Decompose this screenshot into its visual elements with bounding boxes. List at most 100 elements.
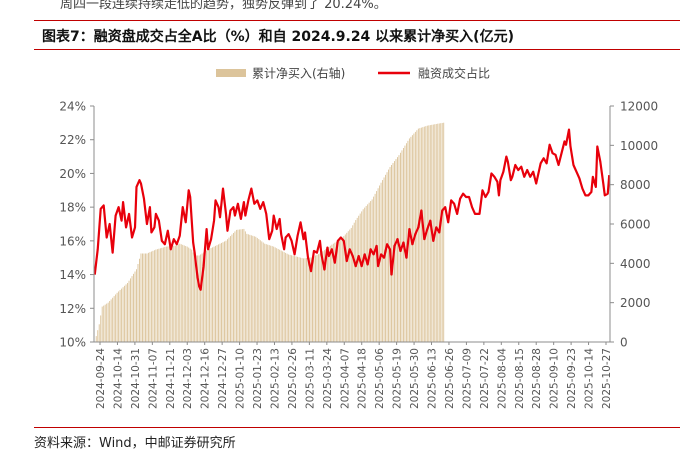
x-tick-label: 2025-05-30 [409, 348, 421, 409]
x-tick-label: 2024-12-16 [200, 348, 212, 409]
net-buy-bar [295, 256, 297, 342]
net-buy-bar [218, 244, 219, 342]
legend-line-label: 融资成交占比 [418, 66, 490, 81]
net-buy-bar [177, 244, 179, 342]
net-buy-bar [352, 225, 354, 342]
net-buy-bar [370, 201, 372, 342]
net-buy-bar [382, 180, 384, 342]
y-right-tick-label: 2000 [620, 296, 651, 310]
net-buy-bar [320, 252, 322, 342]
net-buy-bar [395, 159, 397, 342]
net-buy-bar [147, 252, 149, 342]
net-buy-bar [337, 240, 339, 342]
net-buy-bar [139, 258, 140, 342]
x-tick-label: 2025-03-11 [304, 348, 316, 409]
net-buy-bar [347, 231, 349, 342]
net-buy-bar [107, 302, 109, 342]
net-buy-bar [310, 257, 312, 342]
net-buy-bar [300, 257, 302, 342]
net-buy-bar [146, 253, 148, 342]
x-tick-label: 2025-07-09 [461, 348, 473, 409]
net-buy-bar [155, 249, 157, 342]
net-buy-bar [195, 255, 197, 342]
net-buy-bar [238, 229, 240, 342]
net-buy-bar [243, 228, 245, 342]
net-buy-bar [125, 284, 127, 342]
net-buy-bar [235, 229, 237, 342]
x-tick-label: 2024-12-27 [217, 348, 229, 409]
net-buy-bar [167, 246, 169, 342]
preceding-text-fragment: 周四一段连续持续走低的趋势，独势反弹到了 20.24%。 [60, 0, 387, 12]
net-buy-bar [101, 306, 103, 342]
y-right-tick-label: 4000 [620, 257, 651, 271]
net-buy-bar [376, 191, 378, 342]
net-buy-bar [328, 246, 330, 342]
x-tick-label: 2025-08-28 [531, 348, 543, 409]
x-tick-label: 2024-11-07 [147, 348, 159, 409]
legend-bar-swatch [216, 69, 246, 77]
net-buy-bar [428, 125, 430, 342]
x-tick-label: 2024-11-21 [165, 348, 177, 409]
net-buy-bar [329, 245, 331, 342]
net-buy-bar [210, 248, 212, 342]
net-buy-bar [234, 231, 236, 342]
net-buy-bar [119, 290, 121, 342]
x-tick-label: 2025-09-23 [566, 348, 578, 409]
net-buy-bar [156, 249, 158, 342]
net-buy-bar [240, 229, 242, 342]
net-buy-bar [201, 253, 203, 342]
net-buy-bar [109, 301, 111, 342]
net-buy-bar [341, 237, 343, 342]
net-buy-bar [194, 255, 196, 342]
net-buy-bar [225, 240, 227, 342]
net-buy-bar [130, 278, 131, 342]
net-buy-bar [367, 204, 369, 342]
bottom-rule [34, 427, 680, 428]
net-buy-bar [391, 165, 392, 342]
net-buy-bar [315, 255, 316, 342]
net-buy-bar [323, 250, 325, 342]
net-buy-bar [340, 238, 342, 342]
net-buy-bar [158, 248, 160, 342]
net-buy-bar [313, 256, 315, 342]
net-buy-bar [312, 256, 313, 342]
net-buy-bar [361, 211, 363, 342]
net-buy-bar [356, 217, 358, 342]
net-buy-bar [388, 169, 389, 342]
net-buy-bar [144, 253, 146, 342]
x-tick-label: 2025-03-24 [322, 348, 334, 409]
net-buy-bar [274, 247, 276, 342]
net-buy-bar [261, 241, 263, 342]
net-buy-bar [118, 291, 120, 342]
net-buy-bar [104, 304, 106, 342]
net-buy-bar [140, 253, 142, 342]
net-buy-bar [353, 222, 355, 342]
net-buy-bar [283, 252, 285, 342]
net-buy-bar [416, 130, 418, 342]
net-buy-bar [150, 251, 152, 342]
x-tick-label: 2025-06-13 [427, 348, 439, 409]
net-buy-bar [303, 258, 304, 342]
net-buy-bar [408, 138, 410, 342]
net-buy-bar [121, 288, 123, 342]
x-tick-label: 2025-02-13 [269, 348, 281, 409]
net-buy-bar [270, 245, 272, 342]
source-note: 资料来源：Wind，中邮证券研究所 [34, 436, 236, 451]
net-buy-bar [185, 246, 187, 342]
net-buy-bar [256, 237, 258, 342]
net-buy-bar [383, 177, 385, 342]
net-buy-bar [362, 209, 364, 342]
x-tick-label: 2025-07-22 [479, 348, 491, 409]
net-buy-bar [259, 240, 261, 342]
net-buy-bar [435, 123, 437, 342]
net-buy-bar [128, 280, 130, 342]
net-buy-bar [291, 255, 293, 342]
figure-title: 图表7：融资盘成交占全A比（%）和自 2024.9.24 以来累计净买入(亿元) [42, 29, 514, 45]
net-buy-bar [213, 246, 215, 342]
x-tick-label: 2025-08-15 [514, 348, 526, 409]
net-buy-bar [380, 182, 382, 342]
net-buy-bar [161, 247, 163, 342]
net-buy-bar [153, 250, 155, 342]
x-tick-label: 2024-09-24 [95, 348, 107, 409]
y-left-tick-label: 14% [59, 268, 86, 282]
